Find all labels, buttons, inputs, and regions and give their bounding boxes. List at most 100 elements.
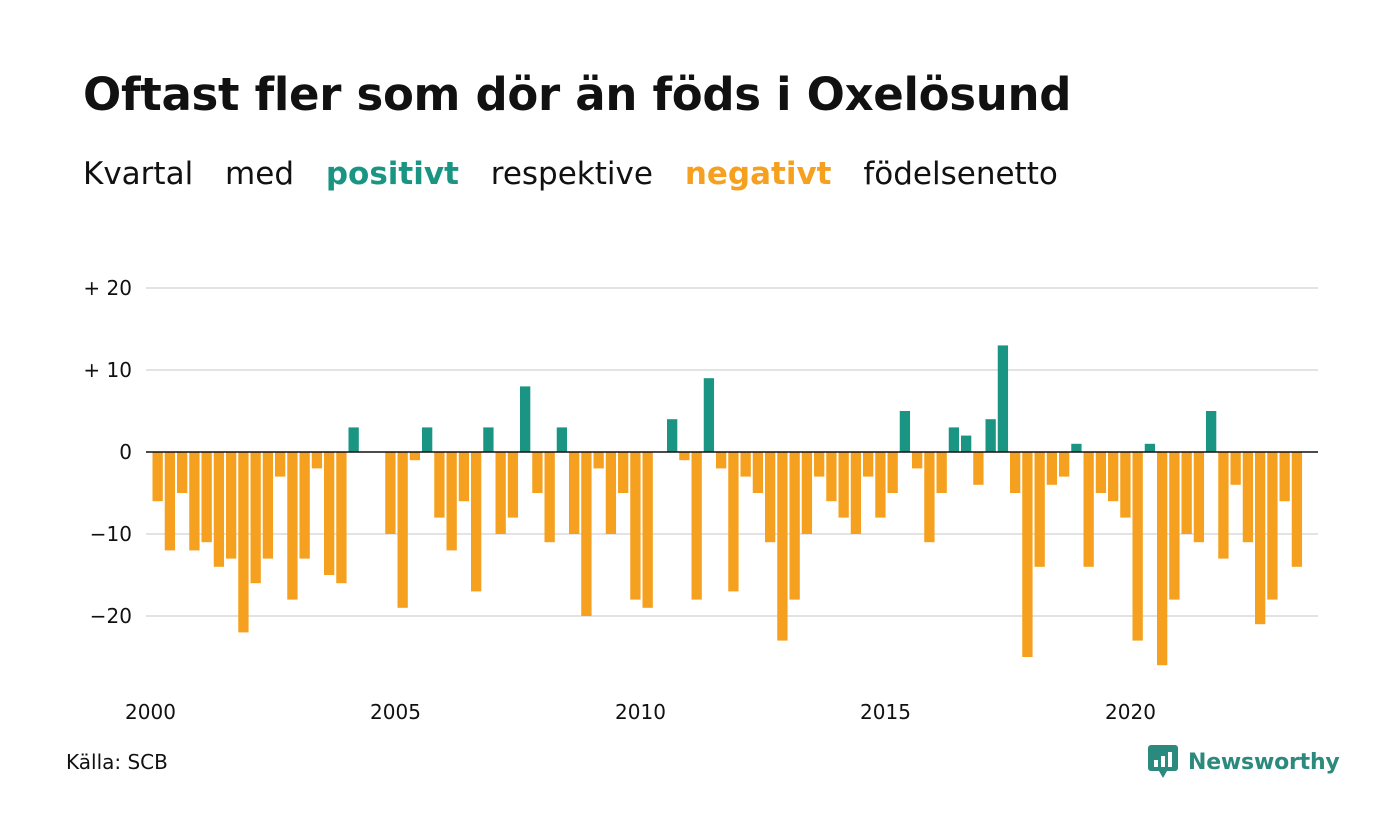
bar-negative — [850, 452, 862, 534]
bar-negative — [1169, 452, 1180, 600]
bar-negative — [973, 452, 984, 485]
bar-positive — [520, 386, 531, 452]
bar-positive — [1144, 443, 1156, 452]
bar-negative — [544, 452, 555, 543]
bar-negative — [1083, 452, 1094, 567]
bar-positive — [483, 427, 494, 452]
bar-negative — [777, 452, 788, 641]
bar-negative — [765, 452, 776, 543]
bar-positive — [985, 419, 996, 452]
bar-negative — [1034, 452, 1045, 567]
bar-negative — [189, 452, 200, 551]
y-tick-label: + 20 — [83, 276, 132, 300]
bar-negative — [495, 452, 506, 534]
bar-negative — [164, 452, 176, 551]
bar-negative — [299, 452, 310, 559]
bar-negative — [250, 452, 261, 584]
bar-negative — [1279, 452, 1290, 502]
x-tick-label: 2005 — [370, 700, 421, 724]
source-note: Källa: SCB — [66, 750, 168, 774]
bar-negative — [1218, 452, 1229, 559]
bar-positive — [961, 435, 972, 452]
bar-negative — [1255, 452, 1266, 625]
bar-negative — [936, 452, 947, 493]
bar-negative — [201, 452, 212, 543]
bar-negative — [1108, 452, 1119, 502]
bar-negative — [1267, 452, 1278, 600]
bar-negative — [1046, 452, 1058, 485]
bar-positive — [899, 411, 911, 452]
bar-negative — [618, 452, 629, 493]
bar-negative — [593, 452, 604, 469]
bar-negative — [1181, 452, 1192, 534]
bar-negative — [605, 452, 617, 534]
bar-negative — [630, 452, 641, 600]
x-tick-label: 2020 — [1105, 700, 1156, 724]
bar-negative — [409, 452, 421, 461]
bar-negative — [789, 452, 800, 600]
bar-negative — [152, 452, 163, 502]
bar-negative — [238, 452, 249, 633]
bar-negative — [863, 452, 874, 477]
y-tick-label: −10 — [90, 522, 132, 546]
bar-negative — [1193, 452, 1205, 543]
logo-text: Newsworthy — [1188, 749, 1340, 775]
bar-negative — [336, 452, 347, 584]
x-tick-label: 2000 — [125, 700, 176, 724]
x-tick-label: 2010 — [615, 700, 666, 724]
bar-positive — [556, 427, 568, 452]
newsworthy-chart-icon — [1148, 745, 1178, 778]
bar-negative — [471, 452, 482, 592]
bar-negative — [912, 452, 923, 469]
bar-negative — [262, 452, 274, 559]
bar-negative — [1022, 452, 1033, 657]
x-tick-label: 2015 — [860, 700, 911, 724]
subtitle-word: respektive — [490, 156, 653, 192]
bar-negative — [581, 452, 592, 616]
bar-negative — [213, 452, 225, 567]
bar-negative — [801, 452, 813, 534]
bar-negative — [177, 452, 188, 493]
bar-negative — [311, 452, 323, 469]
bar-positive — [948, 427, 960, 452]
bar-negative — [446, 452, 457, 551]
y-tick-label: + 10 — [83, 358, 132, 382]
bar-negative — [752, 452, 764, 493]
bar-negative — [507, 452, 519, 518]
y-tick-label: −20 — [90, 604, 132, 628]
bar-negative — [287, 452, 298, 600]
subtitle-word: med — [225, 156, 294, 192]
bar-negative — [679, 452, 690, 461]
bar-negative — [1291, 452, 1303, 567]
bar-negative — [458, 452, 470, 502]
newsworthy-logo: Newsworthy — [1148, 745, 1340, 779]
subtitle-negative: negativt — [684, 156, 832, 192]
bar-negative — [1157, 452, 1168, 666]
bar-positive — [1071, 443, 1082, 452]
bar-positive — [997, 345, 1009, 452]
bar-negative — [716, 452, 727, 469]
chart-subtitle: Kvartal med positivt respektive negativt… — [83, 156, 1080, 192]
bar-negative — [1010, 452, 1021, 493]
bar-negative — [691, 452, 702, 600]
bar-positive — [1206, 411, 1217, 452]
bar-positive — [667, 419, 678, 452]
subtitle-positive: positivt — [325, 156, 459, 192]
bar-positive — [422, 427, 433, 452]
bar-negative — [324, 452, 335, 575]
bar-negative — [397, 452, 408, 608]
bar-negative — [385, 452, 396, 534]
bar-negative — [1059, 452, 1070, 477]
bar-negative — [1120, 452, 1131, 518]
bar-negative — [740, 452, 751, 477]
y-tick-label: 0 — [119, 440, 132, 464]
bar-negative — [1095, 452, 1107, 493]
bar-negative — [532, 452, 543, 493]
subtitle-word: Kvartal — [83, 156, 194, 192]
bar-negative — [814, 452, 825, 477]
bar-negative — [924, 452, 935, 543]
bar-positive — [348, 427, 359, 452]
bar-negative — [838, 452, 849, 518]
bar-negative — [434, 452, 445, 518]
